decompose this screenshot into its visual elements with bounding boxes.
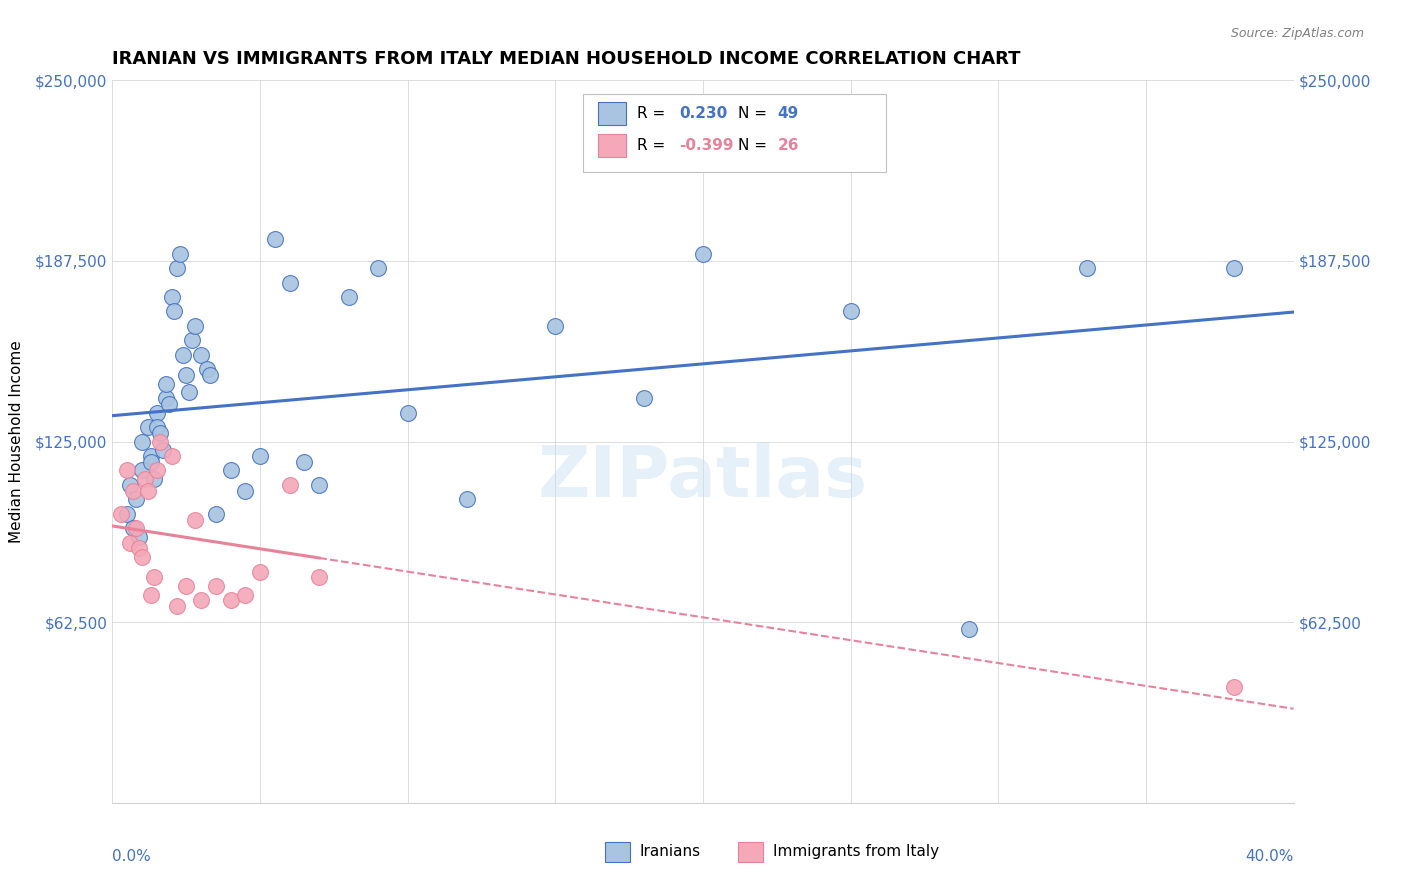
Point (179, 385, 201, 400)
Point (174, 368, 197, 382)
Point (249, 565, 271, 579)
Point (233, 588, 256, 602)
Point (190, 593, 212, 607)
Point (146, 420, 169, 434)
Point (152, 443, 174, 458)
Point (367, 261, 389, 276)
Text: R =: R = (637, 138, 671, 153)
Point (292, 455, 315, 469)
Point (198, 368, 221, 382)
Point (544, 318, 567, 333)
Text: ZIPatlas: ZIPatlas (538, 443, 868, 512)
Point (136, 483, 159, 498)
Point (184, 318, 207, 333)
Point (169, 246, 191, 260)
Point (184, 512, 207, 526)
Point (142, 570, 165, 584)
Text: N =: N = (738, 106, 772, 120)
Text: 49: 49 (778, 106, 799, 120)
Text: Source: ZipAtlas.com: Source: ZipAtlas.com (1230, 27, 1364, 40)
Point (249, 449, 271, 463)
Point (174, 579, 197, 593)
Point (142, 472, 165, 486)
Text: 40.0%: 40.0% (1246, 849, 1294, 863)
Point (139, 449, 162, 463)
Point (139, 588, 162, 602)
Point (131, 550, 153, 565)
Point (110, 507, 132, 521)
Point (166, 261, 188, 276)
Text: N =: N = (738, 138, 772, 153)
Point (160, 290, 183, 304)
Point (120, 535, 142, 549)
Point (195, 362, 218, 376)
Point (264, 232, 287, 246)
Point (155, 376, 177, 391)
Point (146, 406, 169, 420)
Point (166, 599, 188, 614)
Point (181, 334, 204, 348)
Point (396, 406, 419, 420)
Point (128, 541, 150, 556)
Text: -0.399: -0.399 (679, 138, 734, 153)
Point (117, 463, 138, 477)
Text: Immigrants from Italy: Immigrants from Italy (773, 845, 939, 859)
Point (157, 397, 180, 411)
Point (278, 276, 301, 290)
Point (122, 483, 145, 498)
Point (160, 449, 183, 463)
Point (125, 521, 148, 535)
Point (149, 425, 172, 440)
Point (219, 593, 242, 607)
Point (1076, 261, 1098, 276)
Point (134, 472, 156, 486)
Point (205, 507, 228, 521)
Point (692, 246, 714, 260)
Text: Iranians: Iranians (640, 845, 700, 859)
Point (155, 391, 177, 405)
Text: R =: R = (637, 106, 671, 120)
Point (139, 455, 162, 469)
Point (190, 348, 212, 362)
Point (122, 521, 145, 535)
Text: 0.230: 0.230 (679, 106, 727, 120)
Point (146, 463, 169, 477)
Point (128, 530, 150, 544)
Point (1223, 261, 1246, 276)
Point (839, 304, 862, 318)
Point (120, 478, 142, 492)
Point (337, 290, 360, 304)
Text: 26: 26 (778, 138, 799, 153)
Point (205, 579, 228, 593)
Point (633, 391, 655, 405)
Point (456, 492, 478, 507)
Point (957, 623, 980, 637)
Point (172, 348, 194, 362)
Point (163, 304, 186, 318)
Point (219, 463, 242, 477)
Text: IRANIAN VS IMMIGRANTS FROM ITALY MEDIAN HOUSEHOLD INCOME CORRELATION CHART: IRANIAN VS IMMIGRANTS FROM ITALY MEDIAN … (112, 50, 1021, 68)
Point (131, 434, 153, 449)
Point (308, 570, 330, 584)
Y-axis label: Median Household Income: Median Household Income (8, 340, 24, 543)
Point (131, 463, 153, 477)
Text: 0.0%: 0.0% (112, 849, 152, 863)
Point (149, 434, 172, 449)
Point (117, 507, 138, 521)
Point (233, 483, 256, 498)
Point (1223, 680, 1246, 694)
Point (125, 492, 148, 507)
Point (278, 478, 301, 492)
Point (308, 478, 330, 492)
Point (136, 420, 159, 434)
